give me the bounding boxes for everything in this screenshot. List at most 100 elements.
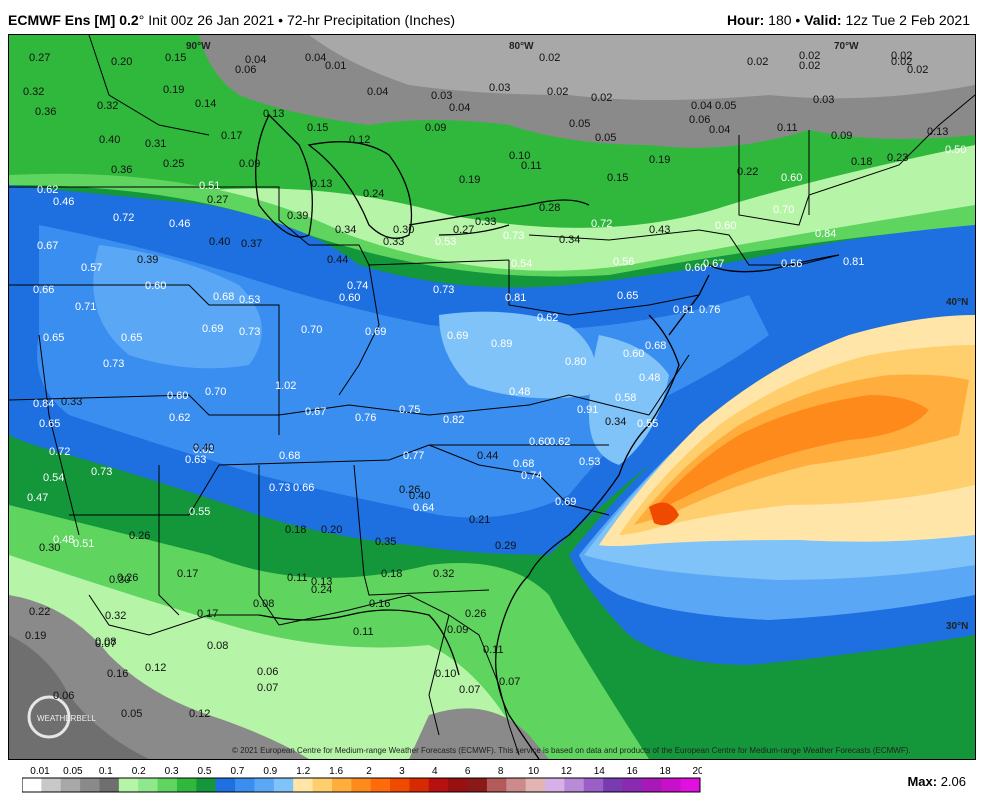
legend-tick-label: 0.2 (132, 766, 146, 777)
precip-value-label: 0.48 (639, 372, 660, 384)
precip-value-label: 0.76 (355, 412, 376, 424)
precip-value-label: 0.60 (715, 220, 736, 232)
precip-value-label: 0.54 (511, 258, 532, 270)
precip-value-label: 0.02 (547, 86, 568, 98)
legend-tick-label: 0.05 (63, 766, 83, 777)
legend-swatch (428, 778, 449, 792)
precip-value-label: 0.60 (167, 390, 188, 402)
precip-value-label: 0.33 (61, 396, 82, 408)
precip-value-label: 0.22 (29, 606, 50, 618)
precip-value-label: 0.34 (335, 224, 356, 236)
precip-value-label: 0.30 (39, 542, 60, 554)
precip-value-label: 0.68 (513, 458, 534, 470)
precip-value-label: 0.55 (189, 506, 210, 518)
precip-value-label: 0.09 (447, 624, 468, 636)
legend-swatch (680, 778, 701, 792)
precip-value-label: 0.32 (433, 568, 454, 580)
legend-tick-label: 14 (594, 766, 606, 777)
precip-value-label: 0.80 (565, 356, 586, 368)
legend-swatch (331, 778, 352, 792)
legend-swatch (41, 778, 62, 792)
precip-value-label: 0.40 (409, 490, 430, 502)
precip-value-label: 0.26 (465, 608, 486, 620)
legend-tick-label: 0.01 (30, 766, 50, 777)
lon-label-70w: 70°W (834, 41, 859, 52)
precip-value-label: 0.62 (549, 436, 570, 448)
precip-value-label: 0.69 (202, 323, 223, 335)
precip-value-label: 0.02 (891, 50, 912, 62)
precip-value-label: 0.16 (369, 598, 390, 610)
precip-value-label: 0.30 (109, 574, 130, 586)
precip-value-label: 0.54 (43, 472, 64, 484)
precip-value-label: 0.81 (673, 304, 694, 316)
precip-value-label: 0.15 (307, 122, 328, 134)
precip-value-label: 0.71 (75, 301, 96, 313)
precip-value-label: 0.26 (117, 572, 138, 584)
degree-mark: ° (138, 12, 145, 28)
precip-value-label: 0.21 (469, 514, 490, 526)
precip-value-label: 0.05 (121, 708, 142, 720)
precip-value-label: 0.29 (495, 540, 516, 552)
precip-value-label: 0.73 (433, 284, 454, 296)
valid-time-header: Hour: 180 • Valid: 12z Tue 2 Feb 2021 (726, 12, 970, 28)
legend-tick-label: 0.5 (198, 766, 212, 777)
precip-value-label: 0.73 (103, 358, 124, 370)
precip-value-label: 0.65 (39, 418, 60, 430)
precip-value-label: 0.73 (269, 482, 290, 494)
valid-time: 12z Tue 2 Feb 2021 (845, 12, 970, 28)
precip-value-label: 0.15 (607, 172, 628, 184)
precip-value-label: 0.24 (311, 584, 332, 596)
precip-value-label: 0.84 (33, 398, 54, 410)
legend-swatch (583, 778, 604, 792)
legend-swatch (293, 778, 314, 792)
precip-value-label: 0.20 (111, 56, 132, 68)
precip-value-label: 0.62 (193, 444, 214, 456)
init-time: Init 00z 26 Jan 2021 (148, 12, 275, 28)
precip-value-label: 0.07 (459, 684, 480, 696)
legend-swatch (118, 778, 139, 792)
precip-value-label: 0.19 (649, 154, 670, 166)
legend-tick-label: 1.2 (296, 766, 310, 777)
precip-value-label: 0.62 (37, 184, 58, 196)
valid-label: Valid: (804, 12, 842, 28)
precip-max-spot (649, 502, 679, 526)
precip-value-label: 0.06 (689, 114, 710, 126)
precip-value-label: 0.05 (715, 100, 736, 112)
copyright-notice: © 2021 European Centre for Medium-range … (232, 746, 911, 755)
legend-swatch (661, 778, 682, 792)
legend-tick-label: 0.7 (230, 766, 244, 777)
precip-value-label: 0.50 (945, 144, 966, 156)
precip-value-label: 0.10 (435, 668, 456, 680)
precip-value-label: 0.46 (169, 218, 190, 230)
precip-value-label: 0.62 (537, 312, 558, 324)
precip-value-label: 0.30 (393, 224, 414, 236)
legend-swatch (235, 778, 255, 792)
precip-value-label: 0.66 (293, 482, 314, 494)
precip-value-label: 0.51 (73, 538, 94, 550)
precip-value-label: 0.69 (447, 330, 468, 342)
legend-swatch (506, 778, 527, 792)
precip-value-label: 0.60 (781, 172, 802, 184)
legend-swatch (312, 778, 333, 792)
precip-value-label: 0.40 (99, 134, 120, 146)
precip-value-label: 0.19 (163, 84, 184, 96)
precip-value-label: 0.20 (321, 524, 342, 536)
precip-value-label: 0.73 (239, 326, 260, 338)
precip-value-label: 0.28 (539, 202, 560, 214)
precip-value-label: 0.64 (413, 502, 434, 514)
legend-tick-label: 2 (366, 766, 372, 777)
precip-value-label: 0.02 (907, 64, 928, 76)
precip-value-label: 0.48 (509, 386, 530, 398)
precip-value-label: 0.09 (425, 122, 446, 134)
legend-swatch (390, 778, 410, 792)
precip-value-label: 0.66 (33, 284, 54, 296)
precip-value-label: 0.36 (111, 164, 132, 176)
legend-tick-label: 20 (692, 766, 702, 777)
precip-value-label: 0.63 (185, 454, 206, 466)
legend-swatch (351, 778, 372, 792)
legend-swatch (254, 778, 275, 792)
precip-value-label: 0.07 (499, 676, 520, 688)
precip-shade-light-gray-north (309, 35, 975, 100)
precip-value-label: 0.01 (325, 60, 346, 72)
precip-value-label: 0.60 (339, 292, 360, 304)
